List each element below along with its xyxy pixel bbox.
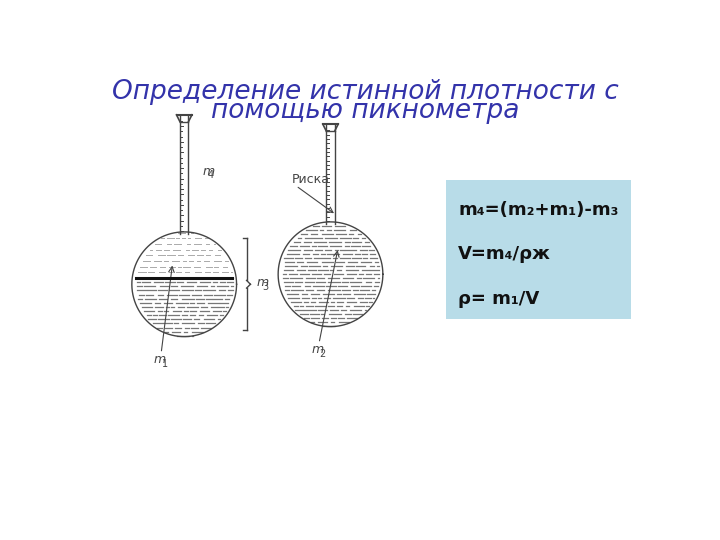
Text: 2: 2: [320, 348, 326, 359]
Text: Определение истинной плотности с: Определение истинной плотности с: [112, 79, 618, 105]
Text: m: m: [256, 276, 269, 289]
Text: m: m: [311, 343, 323, 356]
Text: m₄=(m₂+m₁)-m₃: m₄=(m₂+m₁)-m₃: [459, 200, 618, 219]
Text: m: m: [202, 165, 215, 178]
Text: 4: 4: [207, 170, 214, 180]
Text: 1: 1: [162, 359, 168, 369]
FancyBboxPatch shape: [446, 180, 631, 319]
Text: ρ= m₁/V: ρ= m₁/V: [459, 290, 539, 308]
Text: V=m₄/ρж: V=m₄/ρж: [459, 245, 552, 263]
Text: m: m: [153, 353, 166, 366]
Text: Риска: Риска: [292, 173, 330, 186]
Text: 3: 3: [262, 282, 268, 292]
Text: помощью пикнометра: помощью пикнометра: [211, 98, 519, 124]
